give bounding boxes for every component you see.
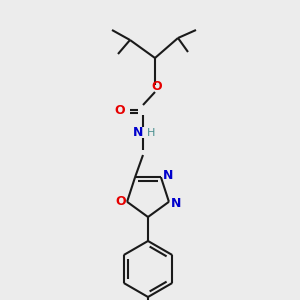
Text: N: N [163, 169, 173, 182]
Text: H: H [147, 128, 155, 138]
Text: O: O [116, 195, 126, 208]
Text: N: N [133, 127, 143, 140]
Text: N: N [171, 197, 181, 210]
Text: O: O [115, 103, 125, 116]
Text: O: O [152, 80, 162, 94]
